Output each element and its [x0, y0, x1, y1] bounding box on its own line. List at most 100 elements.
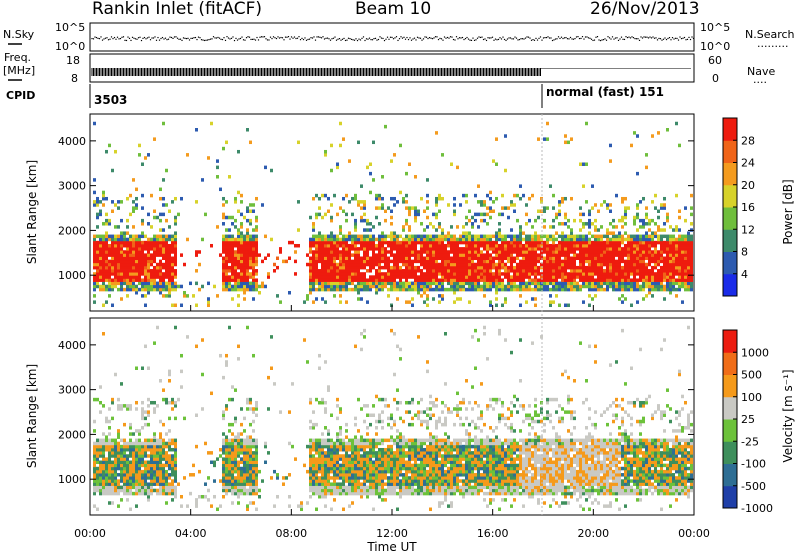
heatmap-cell: [390, 250, 393, 254]
heatmap-cell: [576, 240, 579, 245]
heatmap-cell: [372, 256, 375, 261]
heatmap-cell: [222, 272, 225, 276]
heatmap-cell: [561, 284, 564, 289]
heatmap-cell: [120, 218, 123, 223]
heatmap-cell: [504, 237, 507, 242]
heatmap-cell: [642, 237, 645, 242]
heatmap-cell: [630, 269, 633, 273]
heatmap-cell: [99, 441, 102, 446]
heatmap-cell: [393, 253, 396, 257]
heatmap-cell: [492, 234, 495, 239]
heatmap-cell: [129, 259, 132, 264]
heatmap-cell: [114, 469, 117, 474]
heatmap-cell: [120, 460, 123, 465]
heatmap-cell: [438, 247, 441, 251]
heatmap-cell: [621, 237, 624, 242]
heatmap-cell: [486, 278, 489, 282]
heatmap-cell: [498, 269, 501, 273]
heatmap-cell: [93, 451, 96, 455]
heatmap-cell: [93, 488, 96, 493]
heatmap-cell: [576, 265, 579, 270]
heatmap-cell: [141, 206, 144, 210]
heatmap-cell: [117, 250, 120, 254]
heatmap-cell: [372, 275, 375, 279]
heatmap-cell: [441, 294, 444, 298]
heatmap-cell: [339, 294, 342, 298]
heatmap-cell: [129, 441, 132, 446]
heatmap-cell: [435, 247, 438, 251]
heatmap-cell: [102, 404, 105, 408]
heatmap-cell: [474, 284, 477, 289]
heatmap-cell: [492, 265, 495, 270]
heatmap-cell: [402, 250, 405, 254]
heatmap-cell: [438, 281, 441, 286]
heatmap-cell: [600, 253, 603, 257]
heatmap-cell: [96, 215, 99, 220]
heatmap-cell: [120, 250, 123, 254]
heatmap-cell: [117, 444, 120, 449]
heatmap-cell: [375, 262, 378, 267]
heatmap-cell: [648, 281, 651, 286]
heatmap-cell: [507, 284, 510, 289]
heatmap-cell: [552, 284, 555, 289]
heatmap-cell: [249, 243, 252, 248]
heatmap-cell: [501, 247, 504, 251]
heatmap-cell: [495, 284, 498, 289]
heatmap-cell: [678, 269, 681, 273]
heatmap-cell: [672, 253, 675, 257]
heatmap-cell: [147, 441, 150, 446]
heatmap-cell: [621, 287, 624, 292]
heatmap-cell: [528, 259, 531, 264]
heatmap-cell: [489, 281, 492, 286]
heatmap-cell: [384, 262, 387, 267]
heatmap-cell: [603, 243, 606, 248]
heatmap-cell: [438, 234, 441, 239]
heatmap-cell: [357, 287, 360, 292]
heatmap-cell: [507, 259, 510, 264]
heatmap-cell: [306, 262, 309, 267]
heatmap-cell: [246, 237, 249, 242]
heatmap-cell: [144, 234, 147, 239]
heatmap-cell: [645, 272, 648, 276]
heatmap-cell: [255, 215, 258, 220]
heatmap-cell: [348, 275, 351, 279]
heatmap-cell: [150, 278, 153, 282]
heatmap-cell: [129, 491, 132, 496]
heatmap-cell: [678, 281, 681, 286]
heatmap-cell: [624, 297, 627, 301]
heatmap-cell: [672, 275, 675, 279]
heatmap-cell: [372, 253, 375, 257]
heatmap-cell: [552, 259, 555, 264]
heatmap-cell: [132, 469, 135, 474]
heatmap-cell: [402, 256, 405, 261]
heatmap-cell: [372, 237, 375, 242]
heatmap-cell: [684, 243, 687, 248]
heatmap-cell: [426, 269, 429, 273]
heatmap-cell: [321, 256, 324, 261]
heatmap-cell: [159, 438, 162, 443]
heatmap-cell: [144, 281, 147, 286]
heatmap-cell: [657, 281, 660, 286]
heatmap-cell: [105, 250, 108, 254]
heatmap-cell: [108, 441, 111, 446]
heatmap-cell: [147, 272, 150, 276]
heatmap-cell: [507, 287, 510, 292]
heatmap-cell: [477, 234, 480, 239]
heatmap-cell: [435, 272, 438, 276]
heatmap-cell: [564, 250, 567, 254]
heatmap-cell: [264, 165, 267, 170]
heatmap-cell: [165, 250, 168, 254]
heatmap-cell: [552, 237, 555, 242]
heatmap-cell: [108, 457, 111, 461]
heatmap-cell: [519, 228, 522, 232]
heatmap-cell: [144, 303, 147, 308]
heatmap-cell: [453, 256, 456, 261]
heatmap-cell: [684, 247, 687, 251]
heatmap-cell: [222, 269, 225, 273]
heatmap-cell: [96, 488, 99, 493]
heatmap-cell: [564, 256, 567, 261]
heatmap-cell: [453, 284, 456, 289]
heatmap-cell: [546, 253, 549, 257]
heatmap-cell: [672, 272, 675, 276]
heatmap-cell: [468, 259, 471, 264]
